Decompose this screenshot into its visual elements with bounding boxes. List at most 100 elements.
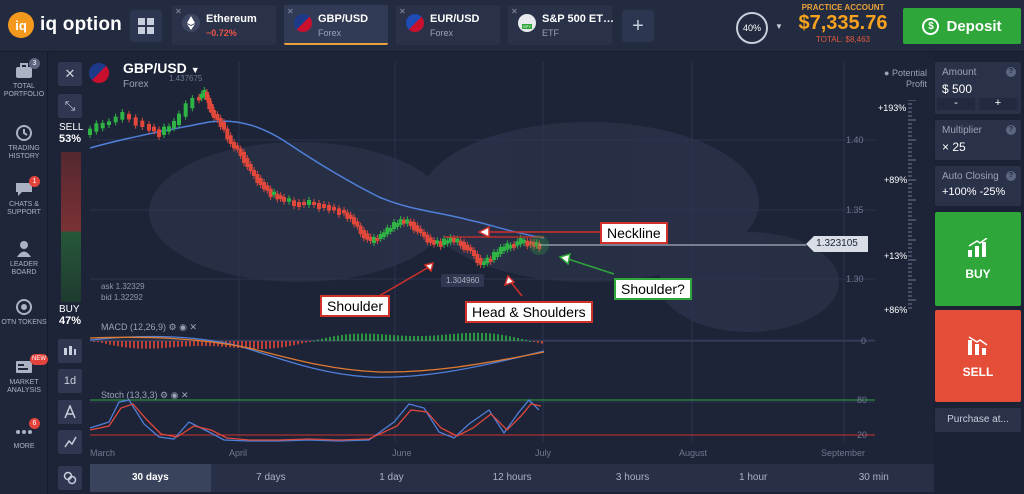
sell-button[interactable]: SELL bbox=[935, 310, 1021, 402]
timeframe-7-days[interactable]: 7 days bbox=[256, 472, 286, 483]
candle bbox=[183, 103, 188, 117]
macd-bar bbox=[529, 340, 531, 342]
candle bbox=[258, 178, 263, 185]
close-chart-button[interactable]: ✕ bbox=[58, 62, 82, 86]
close-tab-icon[interactable]: ✕ bbox=[287, 7, 294, 16]
close-tab-icon[interactable]: ✕ bbox=[511, 7, 518, 16]
sidebar-item-chats[interactable]: 1 CHATS & SUPPORT bbox=[0, 176, 48, 217]
timeframe-30-min[interactable]: 30 min bbox=[858, 472, 889, 483]
increase-button[interactable]: + bbox=[979, 98, 1017, 110]
account-balance[interactable]: PRACTICE ACCOUNT $7,335.76 TOTAL: $8,463 bbox=[788, 3, 898, 44]
price-chart[interactable] bbox=[49, 52, 934, 464]
auto-closing-field[interactable]: Auto Closing ? +100% -25% bbox=[935, 166, 1021, 206]
chevron-down-icon[interactable]: ▼ bbox=[775, 22, 783, 31]
drawing-tools-button[interactable] bbox=[58, 430, 82, 454]
asset-selector[interactable]: GBP/USD ▼ bbox=[123, 60, 200, 76]
amount-field[interactable]: Amount ? $ 500 - + bbox=[935, 62, 1021, 114]
candle bbox=[127, 114, 131, 120]
macd-bar bbox=[449, 334, 451, 341]
macd-bar bbox=[485, 333, 487, 341]
macd-bar bbox=[245, 341, 247, 349]
interval-button[interactable]: 1d bbox=[58, 369, 82, 393]
logo[interactable]: iq iq option bbox=[8, 12, 122, 38]
macd-bar bbox=[437, 335, 439, 341]
indicators-button[interactable] bbox=[58, 400, 82, 424]
candle bbox=[402, 220, 406, 224]
asset-grid-button[interactable] bbox=[130, 10, 162, 42]
macd-bar bbox=[313, 340, 315, 342]
macd-bar bbox=[109, 341, 111, 345]
macd-bar bbox=[373, 333, 375, 341]
candle bbox=[162, 126, 166, 135]
candle bbox=[482, 261, 486, 265]
candle bbox=[190, 98, 195, 109]
multiplier-field[interactable]: Multiplier ? × 25 bbox=[935, 120, 1021, 160]
chart-settings-button[interactable] bbox=[58, 466, 82, 490]
timeframe-30-days[interactable]: 30 days bbox=[90, 464, 211, 492]
gear-icon[interactable]: ⚙ bbox=[168, 322, 177, 332]
tab-gbp-usd[interactable]: ✕ GBP/USD Forex bbox=[284, 5, 388, 45]
multiplier-value: × 25 bbox=[942, 140, 966, 154]
candle bbox=[395, 223, 400, 227]
close-icon[interactable]: ✕ bbox=[181, 390, 189, 400]
timeframe-3-hours[interactable]: 3 hours bbox=[615, 472, 650, 483]
chart-area[interactable]: ✕ ⤡ SELL 53% BUY 47% 1d GBP/USD ▼ Forex … bbox=[49, 52, 934, 494]
amount-value[interactable]: $ 500 bbox=[942, 82, 973, 96]
candle bbox=[438, 241, 443, 247]
expand-button[interactable]: ⤡ bbox=[58, 94, 82, 118]
help-icon[interactable]: ? bbox=[1006, 125, 1016, 135]
sidebar-item-otn[interactable]: OTN TOKENS bbox=[0, 298, 48, 327]
candle bbox=[147, 124, 151, 131]
amount-label: Amount bbox=[942, 67, 977, 78]
help-icon[interactable]: ? bbox=[1006, 67, 1016, 77]
purchase-at-button[interactable]: Purchase at... bbox=[935, 408, 1021, 432]
macd-bar bbox=[505, 335, 507, 341]
close-icon[interactable]: ✕ bbox=[189, 322, 198, 332]
timeframe-1-day[interactable]: 1 day bbox=[379, 472, 404, 483]
candle bbox=[508, 245, 513, 249]
macd-bar bbox=[165, 341, 167, 348]
add-tab-button[interactable]: + bbox=[622, 10, 654, 42]
sidebar-item-portfolio[interactable]: 3 TOTAL PORTFOLIO bbox=[0, 58, 48, 99]
eye-icon[interactable]: ◉ bbox=[179, 322, 187, 332]
spy-icon: SPY bbox=[518, 14, 536, 32]
macd-label: MACD (12,26,9) bbox=[101, 322, 167, 332]
profit-level: +13% bbox=[884, 251, 908, 261]
macd-bar bbox=[425, 335, 427, 341]
sidebar-item-leaderboard[interactable]: LEADER BOARD bbox=[0, 240, 48, 277]
chart-type-button[interactable] bbox=[58, 339, 82, 363]
stoch-tick: 80 bbox=[857, 395, 868, 405]
sidebar-item-more[interactable]: 6 MORE bbox=[0, 418, 48, 451]
candle bbox=[107, 121, 111, 125]
shoulder-question-annotation: Shoulder? bbox=[614, 278, 692, 300]
deposit-button[interactable]: $ Deposit bbox=[903, 8, 1021, 44]
gear-icon[interactable]: ⚙ bbox=[160, 390, 169, 400]
candle bbox=[255, 174, 260, 183]
candle bbox=[292, 200, 296, 206]
timeframe-12-hours[interactable]: 12 hours bbox=[492, 472, 532, 483]
tab-eur-usd[interactable]: ✕ EUR/USD Forex bbox=[396, 5, 500, 45]
sidebar-item-label: OTN TOKENS bbox=[1, 319, 47, 326]
percent-circle[interactable]: 40% bbox=[736, 12, 768, 44]
eye-icon[interactable]: ◉ bbox=[170, 390, 179, 400]
plus-icon: + bbox=[632, 14, 644, 37]
tab-sp500[interactable]: ✕ SPY S&P 500 ET… ETF bbox=[508, 5, 614, 45]
candle bbox=[88, 128, 92, 135]
macd-bar bbox=[117, 341, 119, 347]
sidebar-item-history[interactable]: TRADING HISTORY bbox=[0, 124, 48, 161]
macd-bar bbox=[333, 336, 335, 341]
help-icon[interactable]: ? bbox=[1006, 171, 1016, 181]
tab-ethereum[interactable]: ✕ Ethereum −0.72% bbox=[172, 5, 276, 45]
timeframe-1-hour[interactable]: 1 hour bbox=[739, 472, 768, 483]
decrease-button[interactable]: - bbox=[937, 98, 975, 110]
close-tab-icon[interactable]: ✕ bbox=[399, 7, 406, 16]
candle bbox=[172, 121, 176, 129]
candle bbox=[385, 227, 390, 235]
candle bbox=[475, 254, 480, 263]
buy-button[interactable]: BUY bbox=[935, 212, 1021, 306]
macd-indicator[interactable]: MACD (12,26,9) ⚙ ◉ ✕ bbox=[101, 322, 197, 333]
tab-name: S&P 500 ET… bbox=[542, 13, 614, 25]
stoch-indicator[interactable]: Stoch (13,3,3) ⚙ ◉ ✕ bbox=[101, 390, 189, 401]
sidebar-item-market-analysis[interactable]: NEW MARKET ANALYSIS bbox=[0, 354, 48, 395]
close-tab-icon[interactable]: ✕ bbox=[175, 7, 182, 16]
